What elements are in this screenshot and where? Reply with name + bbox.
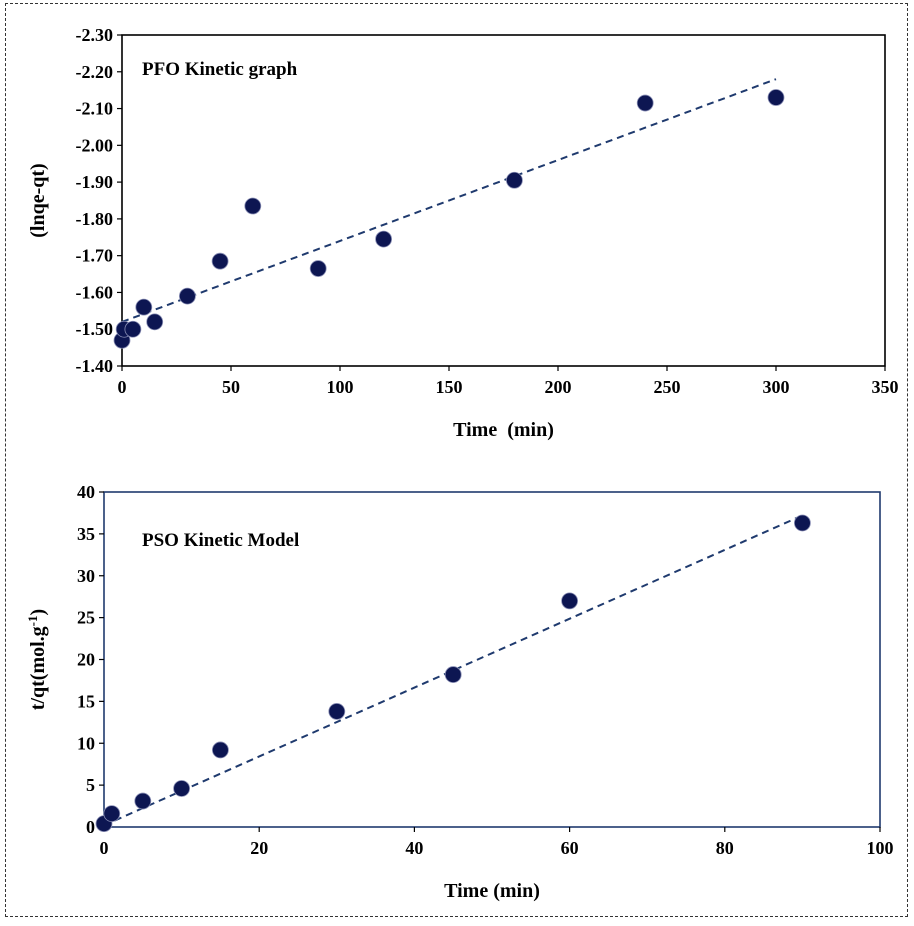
chart-1: 0 50 100 150 200 250 300 350 -1.40 -1.50 -1.60 -1.7… [27,25,899,441]
y-tick-label: -2.20 [76,62,114,82]
y-tick-label: -2.00 [76,135,114,155]
y-tick-label: 30 [77,566,95,586]
y-axis-label: (lnqe-qt) [27,163,49,237]
x-tick-label: 50 [222,377,240,397]
plot-area-1 [121,34,886,367]
y-tick-label: -2.30 [76,25,114,45]
chart-title: PFO Kinetic graph [142,59,298,80]
data-point [135,298,153,316]
chart-2: 0 20 40 60 80 100 0 5 10 15 20 25 30 35 40 PSO Kinetic … [25,482,894,902]
data-point [211,252,229,270]
data-point [173,780,191,797]
x-axis-label: Time (min) [444,880,540,902]
x-tick-label: 0 [118,377,127,397]
y-tick-label: -1.40 [76,356,114,376]
y-tick-label: 15 [77,691,95,711]
y-tick-label: 0 [86,817,95,837]
data-point [636,94,654,112]
data-point [309,260,327,277]
x-tick-label: 100 [327,377,354,397]
data-point [146,313,164,331]
chart-title: PSO Kinetic Model [142,530,299,551]
dashed-frame [5,3,908,917]
trendline [103,514,803,827]
y-tick-label: 20 [77,650,95,670]
data-point [244,197,262,215]
x-tick-label: 20 [250,838,268,858]
data-point [124,320,142,338]
y-axis-label: t/qt(mol.g-1) [25,609,50,710]
y-tick-label: -1.60 [76,282,114,302]
data-point [561,592,578,610]
x-tick-label: 0 [100,838,109,858]
data-point [506,171,523,189]
y-tick-label: 40 [77,482,95,502]
y-tick-label: 25 [77,608,95,628]
data-point [375,230,393,248]
x-tick-label: 350 [872,377,899,397]
trendline [121,78,777,323]
y-tick-label: 35 [77,524,95,544]
data-point [178,287,196,305]
data-point [328,703,346,720]
x-tick-label: 100 [867,838,894,858]
data-point [134,792,152,810]
x-tick-label: 250 [654,377,681,397]
x-tick-label: 200 [545,377,572,397]
x-tick-label: 150 [436,377,463,397]
data-point [767,89,785,106]
data-point [211,741,229,759]
data-point [103,805,121,822]
x-tick-label: 300 [763,377,790,397]
x-tick-label: 80 [716,838,734,858]
y-tick-label: -2.10 [76,99,114,119]
x-tick-label: 40 [405,838,423,858]
x-tick-label: 60 [561,838,579,858]
y-tick-label: -1.80 [76,209,114,229]
y-tick-label: 5 [86,775,95,795]
data-point [794,514,811,532]
y-tick-label: -1.70 [76,246,114,266]
data-point [444,666,462,683]
y-tick-label: -1.50 [76,319,114,339]
y-tick-label: 10 [77,733,95,753]
y-tick-label: -1.90 [76,172,114,192]
x-axis-label: Time (min) [453,419,554,441]
